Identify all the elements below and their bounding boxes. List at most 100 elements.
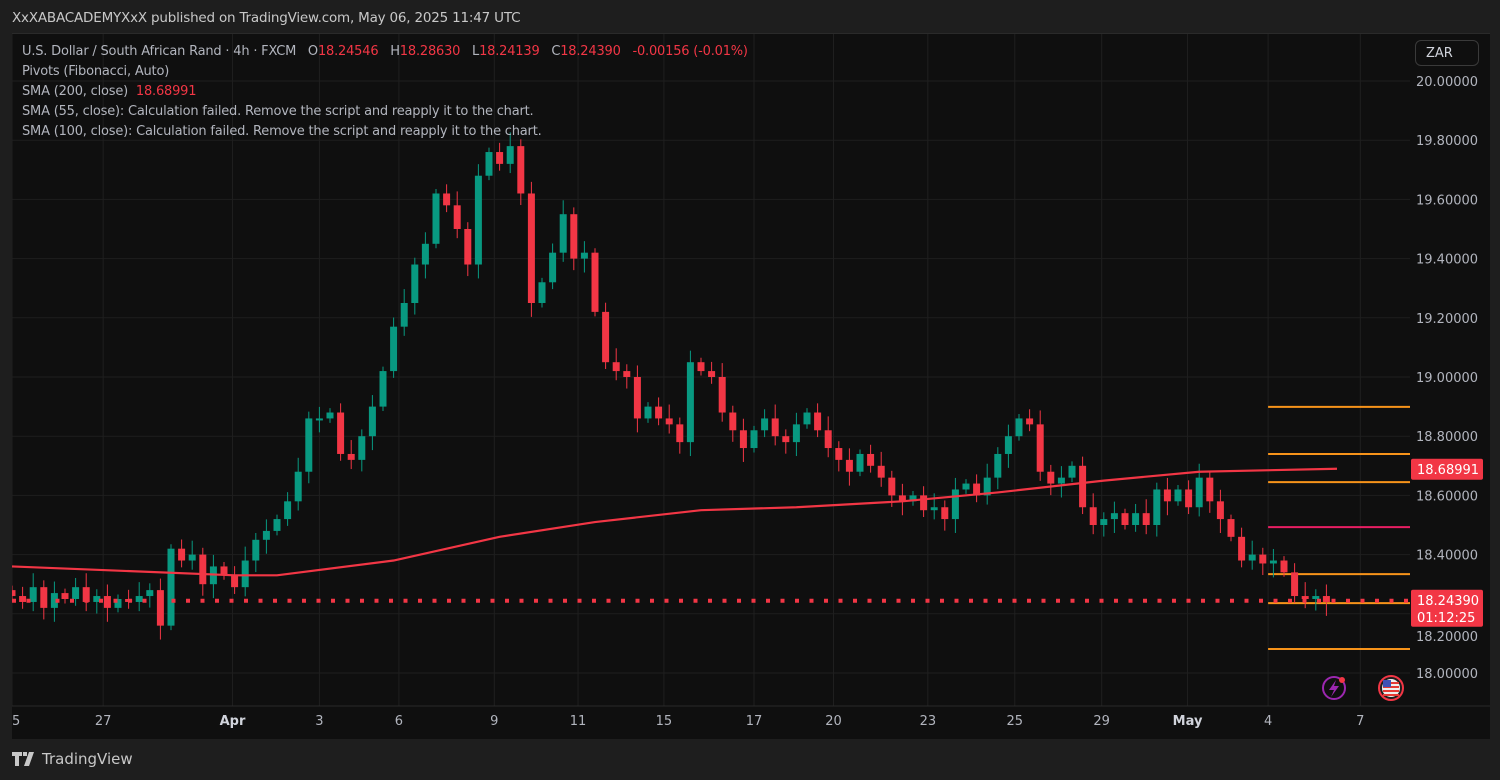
last-price-tag — [1411, 589, 1483, 627]
candle — [93, 589, 101, 614]
candle — [114, 594, 122, 613]
candle — [1100, 512, 1108, 537]
candle-body — [718, 377, 726, 413]
candle — [761, 409, 769, 438]
x-tick-label: 27 — [95, 714, 112, 729]
candle-body — [485, 152, 493, 176]
candle-body — [474, 175, 482, 265]
notification-dot — [1339, 677, 1345, 683]
candle-body — [1322, 596, 1330, 602]
candle-body — [496, 152, 504, 164]
sma100-legend[interactable]: SMA (100, close): Calculation failed. Re… — [22, 124, 542, 139]
candle-body — [803, 412, 811, 425]
candle — [464, 222, 472, 277]
x-tick-label: 29 — [1093, 714, 1110, 729]
candle — [517, 139, 525, 206]
x-tick-label: 3 — [315, 714, 323, 729]
candle-body — [951, 489, 959, 520]
candle-body — [379, 371, 387, 407]
candle-body — [962, 483, 970, 490]
right-border — [1490, 33, 1500, 738]
y-tick-label: 18.00000 — [1416, 667, 1478, 682]
candle-body — [602, 311, 610, 363]
candle — [167, 544, 175, 631]
high-label: H — [390, 44, 400, 59]
x-tick-label: 23 — [920, 714, 937, 729]
candle — [326, 408, 334, 423]
candle-body — [358, 436, 366, 460]
currency-button[interactable]: ZAR — [1415, 40, 1479, 66]
candle — [12, 585, 16, 601]
candle — [1227, 514, 1235, 542]
candle-body — [1163, 489, 1171, 502]
candle — [920, 486, 928, 518]
candle-body — [930, 507, 938, 511]
x-tick-label: May — [1173, 714, 1203, 729]
candle — [474, 164, 482, 279]
candle — [347, 440, 355, 470]
candle — [1291, 563, 1299, 603]
low-value: 18.24139 — [479, 44, 540, 59]
candle-body — [1089, 507, 1097, 525]
candle-body — [973, 483, 981, 496]
candle-body — [294, 471, 302, 502]
flag-stripe — [1383, 694, 1399, 696]
candle — [1248, 540, 1256, 570]
sma200-legend[interactable]: SMA (200, close) 18.68991 — [22, 84, 197, 99]
candle — [209, 554, 217, 599]
candle-body — [655, 406, 663, 419]
candle — [1004, 424, 1012, 468]
candle — [1089, 493, 1097, 535]
candle-body — [1068, 465, 1076, 478]
candle-body — [570, 214, 578, 259]
candle — [156, 578, 164, 640]
candle-body — [178, 548, 186, 561]
candle-body — [103, 596, 111, 608]
footer: TradingView — [12, 750, 133, 768]
candle — [305, 411, 313, 484]
candle — [241, 546, 249, 597]
candle — [135, 582, 143, 612]
lightning-icon[interactable] — [1322, 676, 1346, 700]
pivots-legend[interactable]: Pivots (Fibonacci, Auto) — [22, 64, 170, 79]
candle — [178, 539, 186, 568]
candle-body — [506, 146, 514, 164]
candle-body — [167, 548, 175, 626]
candle — [1238, 527, 1246, 568]
chart-pane[interactable]: 18.00000 18.20000 18.40000 18.60000 18.80000… — [12, 33, 1490, 739]
candle-body — [1142, 513, 1150, 525]
candle-body — [284, 501, 292, 520]
x-tick-label: Apr — [220, 714, 246, 729]
candle — [1142, 499, 1150, 535]
candle-body — [443, 193, 451, 206]
candle-body — [464, 229, 472, 265]
candle — [1312, 589, 1320, 611]
y-tick-label: 19.60000 — [1416, 193, 1478, 208]
candlestick-chart[interactable]: 18.00000 18.20000 18.40000 18.60000 18.80000… — [12, 34, 1490, 739]
candle — [61, 588, 69, 604]
us-flag-icon[interactable] — [1378, 675, 1404, 701]
candle — [50, 581, 58, 622]
candle-body — [40, 587, 48, 608]
candle-body — [305, 418, 313, 472]
candle-body — [686, 362, 694, 443]
high-value: 18.28630 — [399, 44, 461, 59]
candle — [294, 457, 302, 511]
candle — [443, 184, 451, 213]
candle — [549, 243, 557, 290]
candle-body — [1280, 560, 1288, 573]
candle-body — [983, 477, 991, 496]
candle-body — [665, 418, 673, 425]
candle — [252, 532, 260, 573]
sma55-legend[interactable]: SMA (55, close): Calculation failed. Rem… — [22, 104, 534, 119]
candle — [623, 364, 631, 389]
candle — [231, 566, 239, 594]
candle-body — [262, 530, 270, 540]
candle-body — [549, 252, 557, 283]
candle — [1269, 548, 1277, 578]
candle-body — [835, 448, 843, 460]
tradingview-logo-icon — [12, 752, 34, 766]
candle-body — [898, 495, 906, 502]
candle-body — [1004, 436, 1012, 454]
symbol-title[interactable]: U.S. Dollar / South African Rand · 4h · … — [22, 44, 297, 59]
